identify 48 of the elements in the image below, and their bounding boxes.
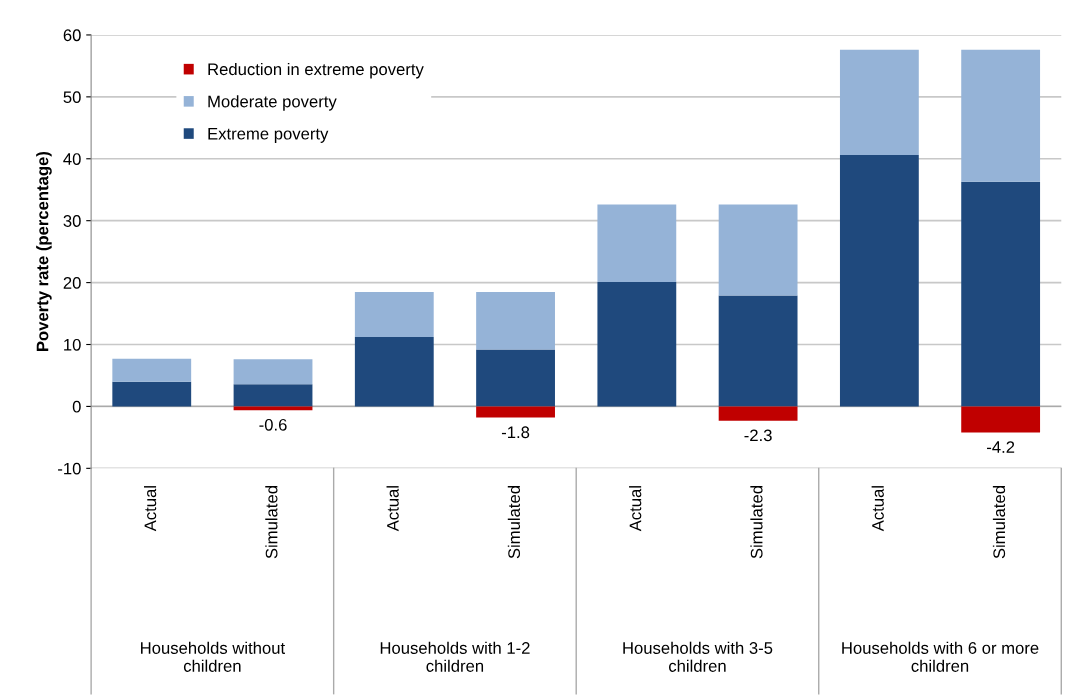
bar (718, 204, 798, 296)
x-tick-label: Actual (629, 486, 642, 532)
text: Households with 3-5 children (623, 641, 773, 672)
bar (961, 49, 1041, 182)
y-tick-label: -10 (58, 462, 81, 475)
bar (354, 337, 434, 407)
bar (839, 49, 919, 156)
y-tick-label: 20 (63, 277, 81, 289)
x-tick-label: Actual (386, 486, 399, 532)
bar (476, 406, 555, 418)
x-tick-label: Actual (871, 486, 884, 532)
y-tick-label: 60 (63, 29, 81, 42)
text: Households with 1-2 children (380, 641, 530, 672)
bar (961, 406, 1041, 433)
bar (718, 295, 798, 407)
data-label: -1.8 (501, 426, 530, 439)
data-label: -0.6 (259, 418, 287, 431)
bar (112, 381, 192, 407)
y-tick-label: 40 (63, 153, 81, 165)
bar (476, 349, 555, 407)
x-tick-label: Simulated (992, 486, 1006, 559)
bar (112, 358, 192, 382)
legend-label: Extreme poverty (208, 127, 329, 143)
x-tick-label: Actual (143, 486, 157, 532)
y-tick-label: 50 (63, 91, 81, 104)
bar (597, 281, 677, 407)
y-tick-label: 0 (72, 400, 81, 413)
text: Households with 6 or more children (842, 641, 1039, 672)
bar (233, 406, 313, 411)
bar (839, 155, 919, 407)
text: Households without children (141, 641, 285, 672)
bar (233, 359, 313, 385)
bar (961, 181, 1041, 407)
bar (354, 291, 434, 338)
data-label: -2.3 (744, 429, 772, 442)
x-tick-label: Simulated (265, 486, 278, 559)
bar (597, 204, 677, 282)
bar (233, 384, 313, 407)
y-tick-label: 10 (64, 338, 81, 351)
y-axis-title: Poverty rate (percentage) (36, 151, 52, 352)
bar (476, 291, 555, 350)
legend-label: Reduction in extreme poverty (208, 62, 424, 79)
y-tick-label: 30 (63, 215, 81, 227)
bar (718, 406, 798, 421)
x-tick-label: Simulated (507, 486, 521, 559)
legend-label: Moderate poverty (208, 95, 337, 111)
x-tick-label: Simulated (750, 486, 763, 559)
data-label: -4.2 (987, 441, 1015, 453)
